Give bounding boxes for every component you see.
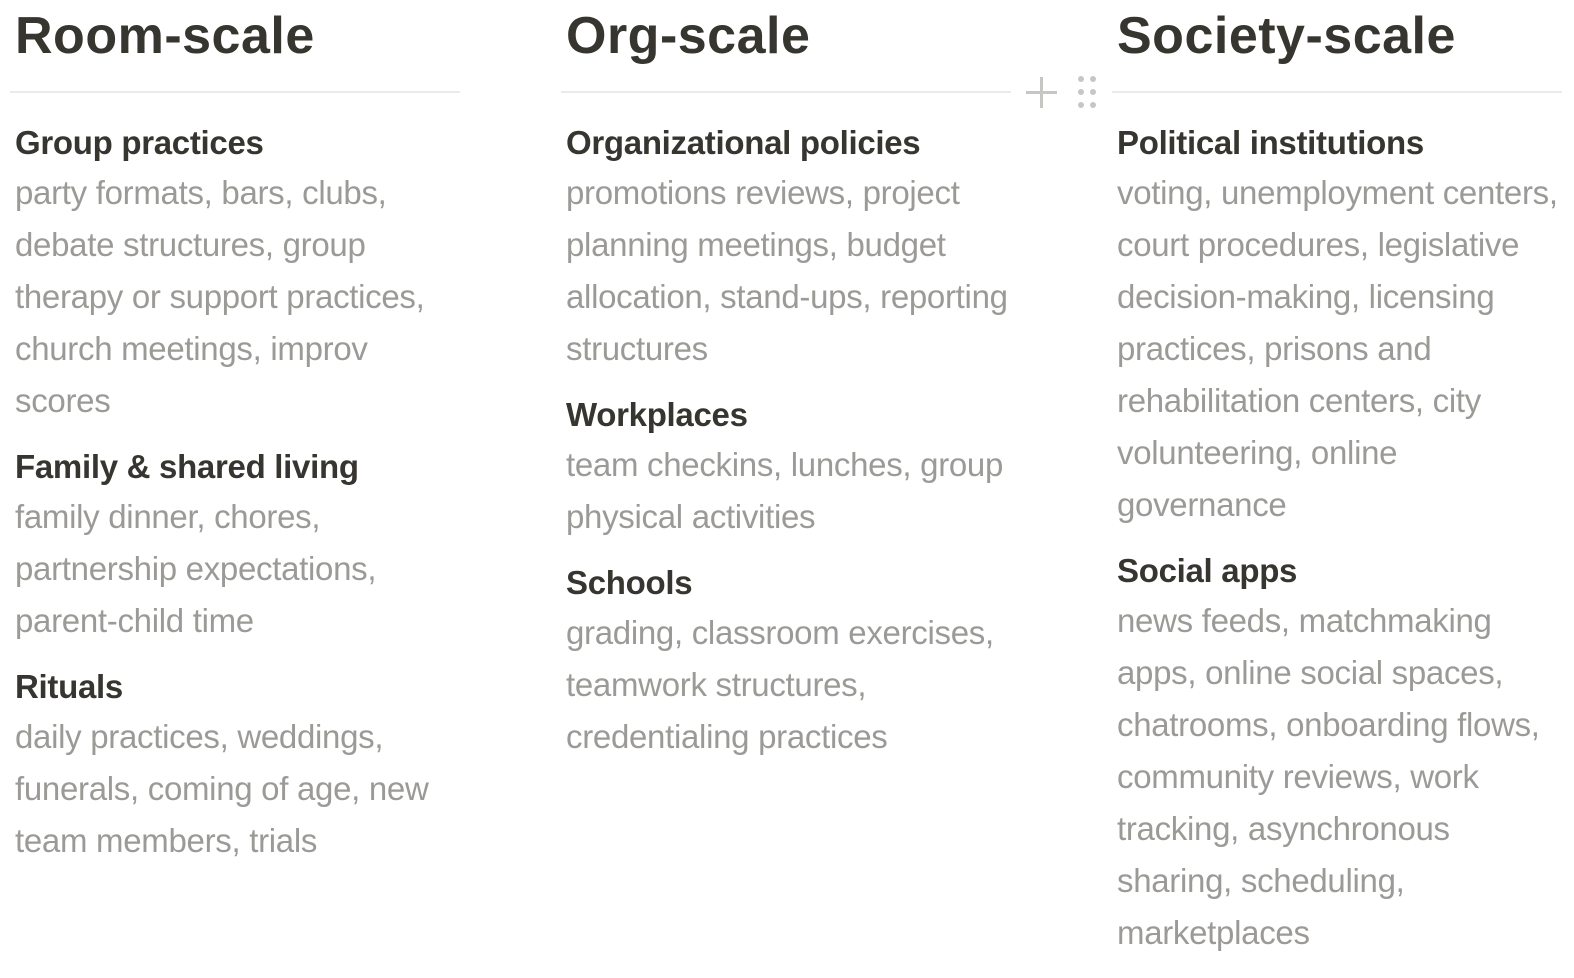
section-heading[interactable]: Schools	[566, 564, 693, 601]
drag-handle-icon[interactable]	[1076, 75, 1100, 109]
section-text[interactable]: news feeds, matchmaking apps, online soc…	[1117, 602, 1540, 951]
heading-divider	[561, 91, 1011, 93]
section-block: Political institutions voting, unemploym…	[1117, 119, 1562, 531]
section-heading[interactable]: Workplaces	[566, 396, 748, 433]
section-block: Rituals daily practices, weddings, funer…	[15, 663, 460, 867]
section-heading[interactable]: Social apps	[1117, 552, 1298, 589]
section-text[interactable]: promotions reviews, project planning mee…	[566, 174, 1008, 367]
block-controls	[1022, 73, 1104, 111]
section-text[interactable]: team checkins, lunches, group physical a…	[566, 446, 1004, 535]
section-text[interactable]: party formats, bars, clubs, debate struc…	[15, 174, 425, 419]
column-room-scale: Room-scale Group practices party formats…	[10, 0, 460, 859]
section-heading[interactable]: Family & shared living	[15, 448, 359, 485]
section-block: Workplaces team checkins, lunches, group…	[566, 391, 1011, 543]
heading-divider	[1112, 91, 1562, 93]
section-block: Organizational policies promotions revie…	[566, 119, 1011, 375]
section-text[interactable]: voting, unemployment centers, court proc…	[1117, 174, 1558, 523]
section-text[interactable]: grading, classroom exercises, teamwork s…	[566, 614, 994, 755]
section-block: Social apps news feeds, matchmaking apps…	[1117, 547, 1562, 959]
section-heading[interactable]: Organizational policies	[566, 124, 921, 161]
column-society-scale: Society-scale Political institutions vot…	[1112, 0, 1562, 951]
section-block: Group practices party formats, bars, clu…	[15, 119, 460, 427]
section-text[interactable]: family dinner, chores, partnership expec…	[15, 498, 377, 639]
section-heading[interactable]: Political institutions	[1117, 124, 1424, 161]
heading-divider	[10, 91, 460, 93]
section-block: Family & shared living family dinner, ch…	[15, 443, 460, 647]
section-block: Schools grading, classroom exercises, te…	[566, 559, 1011, 763]
column-sections: Group practices party formats, bars, clu…	[15, 119, 460, 883]
section-heading[interactable]: Rituals	[15, 668, 123, 705]
column-heading[interactable]: Room-scale	[15, 7, 315, 65]
column-heading[interactable]: Society-scale	[1117, 7, 1456, 65]
column-sections: Political institutions voting, unemploym…	[1117, 119, 1562, 975]
plus-icon[interactable]	[1025, 75, 1059, 109]
column-heading[interactable]: Org-scale	[566, 7, 811, 65]
column-org-scale: Org-scale Organizational policies promot…	[561, 0, 1011, 755]
column-sections: Organizational policies promotions revie…	[566, 119, 1011, 779]
section-heading[interactable]: Group practices	[15, 124, 264, 161]
section-text[interactable]: daily practices, weddings, funerals, com…	[15, 718, 429, 859]
